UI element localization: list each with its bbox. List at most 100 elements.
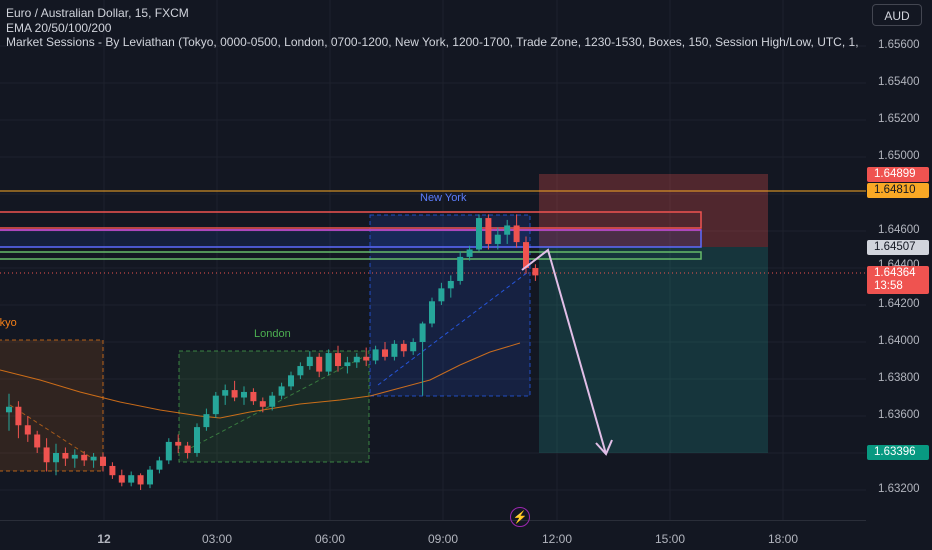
target-price-badge[interactable]: 1.63396 bbox=[867, 445, 929, 460]
candle[interactable] bbox=[147, 465, 153, 489]
candle[interactable] bbox=[382, 342, 388, 361]
symbol-title[interactable]: Euro / Australian Dollar, 15, FXCM bbox=[6, 6, 189, 20]
time-label: 03:00 bbox=[201, 532, 233, 546]
last-price-badge[interactable]: 1.64364 13:58 bbox=[867, 266, 929, 294]
candle-body bbox=[410, 342, 417, 352]
candle[interactable] bbox=[457, 251, 464, 285]
tokyo-session-box[interactable] bbox=[0, 339, 104, 472]
candle[interactable] bbox=[222, 384, 229, 405]
candle[interactable] bbox=[90, 453, 97, 468]
candle-body bbox=[447, 280, 454, 289]
candle-body bbox=[325, 353, 332, 372]
candle[interactable] bbox=[504, 219, 511, 244]
candle-body bbox=[344, 362, 351, 367]
candle-body bbox=[53, 453, 59, 463]
candle-body bbox=[476, 218, 482, 250]
candle[interactable] bbox=[6, 393, 12, 431]
candle[interactable] bbox=[175, 434, 182, 454]
candle-body bbox=[335, 353, 341, 367]
candle[interactable] bbox=[447, 275, 454, 298]
entry-price-badge[interactable]: 1.64507 bbox=[867, 240, 929, 255]
price-axis[interactable]: 1.65600 1.65400 1.65200 1.65000 1.64600 … bbox=[866, 0, 932, 520]
candle[interactable] bbox=[532, 264, 539, 281]
candle[interactable] bbox=[62, 447, 69, 466]
new-york-session-box[interactable] bbox=[369, 214, 531, 397]
candle[interactable] bbox=[184, 441, 191, 459]
candle[interactable] bbox=[24, 416, 31, 442]
candle-body bbox=[241, 391, 247, 398]
candle-body bbox=[400, 343, 407, 352]
candle[interactable] bbox=[81, 451, 88, 466]
candle[interactable] bbox=[513, 214, 520, 248]
candle[interactable] bbox=[231, 380, 238, 402]
red-level-zone[interactable] bbox=[0, 211, 702, 229]
sessions-indicator-title[interactable]: Market Sessions - By Leviathan (Tokyo, 0… bbox=[6, 35, 859, 49]
resistance-price-badge[interactable]: 1.64810 bbox=[867, 183, 929, 198]
candle[interactable] bbox=[410, 338, 417, 355]
candle[interactable] bbox=[203, 408, 210, 431]
candle-body bbox=[15, 406, 22, 426]
candle[interactable] bbox=[391, 340, 398, 361]
ema-indicator-title[interactable]: EMA 20/50/100/200 bbox=[6, 20, 112, 35]
candle[interactable] bbox=[438, 282, 445, 305]
candle[interactable] bbox=[429, 297, 435, 328]
candle[interactable] bbox=[165, 438, 172, 465]
candle[interactable] bbox=[288, 371, 294, 391]
candle[interactable] bbox=[250, 388, 257, 405]
short-stop-zone[interactable] bbox=[539, 174, 768, 247]
lightning-icon[interactable]: ⚡ bbox=[510, 507, 530, 527]
price-tick: 1.65000 bbox=[878, 150, 920, 162]
green-level-zone[interactable] bbox=[0, 251, 702, 260]
candle[interactable] bbox=[71, 449, 78, 468]
candle[interactable] bbox=[212, 391, 219, 418]
candle[interactable] bbox=[118, 469, 125, 487]
candle-body bbox=[203, 414, 210, 428]
time-label: 15:00 bbox=[654, 532, 686, 546]
candle[interactable] bbox=[128, 471, 135, 487]
short-target-zone[interactable] bbox=[539, 247, 768, 453]
candle-body bbox=[288, 375, 294, 387]
candle[interactable] bbox=[494, 227, 501, 250]
candle[interactable] bbox=[419, 321, 426, 396]
candle[interactable] bbox=[43, 438, 50, 472]
candle[interactable] bbox=[485, 214, 492, 250]
candle[interactable] bbox=[137, 473, 144, 490]
candle-body bbox=[34, 434, 41, 448]
last-price-value: 1.64364 bbox=[874, 267, 916, 279]
stop-price-badge[interactable]: 1.64899 bbox=[867, 167, 929, 182]
candle[interactable] bbox=[278, 382, 285, 400]
candle[interactable] bbox=[353, 353, 360, 368]
candle[interactable] bbox=[335, 345, 341, 372]
candle-body bbox=[353, 356, 360, 363]
candle[interactable] bbox=[194, 423, 200, 457]
candle[interactable] bbox=[15, 401, 22, 439]
candle[interactable] bbox=[372, 345, 379, 365]
candle[interactable] bbox=[306, 351, 313, 370]
candle[interactable] bbox=[269, 391, 276, 411]
candle[interactable] bbox=[325, 349, 332, 376]
candle-body bbox=[250, 391, 257, 402]
candle-body bbox=[532, 268, 539, 276]
blue-level-zone[interactable] bbox=[0, 229, 702, 248]
candle-body bbox=[259, 401, 266, 407]
time-axis[interactable]: 12 03:00 06:00 09:00 12:00 15:00 18:00 bbox=[0, 520, 866, 550]
candle[interactable] bbox=[344, 356, 351, 374]
candle[interactable] bbox=[34, 430, 41, 453]
currency-button[interactable]: AUD bbox=[872, 4, 922, 26]
candle[interactable] bbox=[316, 353, 323, 378]
candle[interactable] bbox=[297, 362, 304, 379]
candle[interactable] bbox=[241, 386, 247, 405]
candle[interactable] bbox=[400, 340, 407, 357]
candle-body bbox=[457, 256, 464, 281]
candle[interactable] bbox=[259, 397, 266, 413]
candle[interactable] bbox=[466, 245, 473, 261]
candle-body bbox=[6, 406, 12, 413]
candle[interactable] bbox=[476, 214, 482, 252]
candle[interactable] bbox=[363, 347, 370, 367]
candle[interactable] bbox=[109, 462, 116, 479]
candle[interactable] bbox=[100, 453, 106, 472]
candle[interactable] bbox=[156, 456, 163, 474]
price-chart[interactable] bbox=[0, 0, 866, 520]
candle[interactable] bbox=[53, 443, 59, 476]
projection-arrow[interactable] bbox=[521, 248, 607, 455]
